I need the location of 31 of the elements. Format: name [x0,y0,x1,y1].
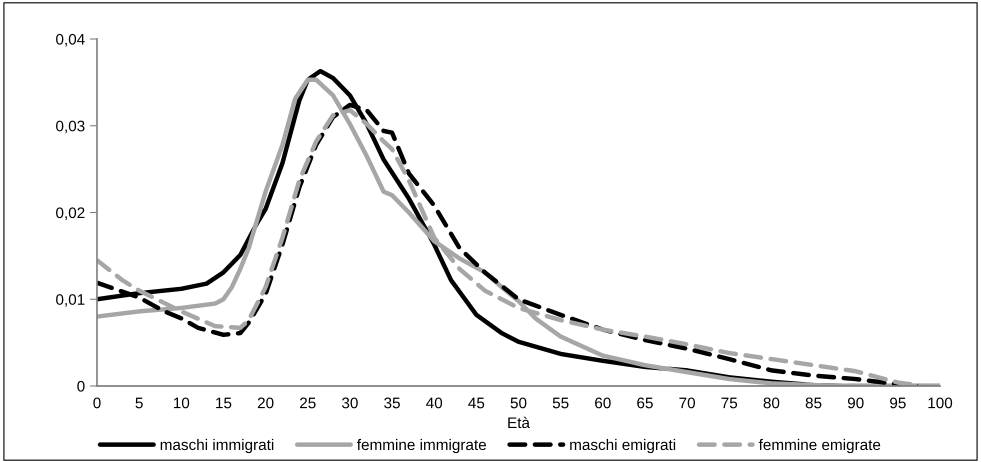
x-tick-label: 45 [468,398,484,408]
x-tick-label: 35 [384,398,400,408]
x-tick-label: 85 [806,398,822,408]
x-tick-label: 25 [300,398,316,408]
y-tick-label: 0,03 [56,120,85,134]
legend-label: femmine immigrate [357,438,486,454]
x-tick-label: 30 [342,398,358,408]
legend-label: maschi emigrati [570,438,676,454]
y-tick-label: 0,01 [56,294,84,307]
x-tick-label: 15 [216,398,232,408]
x-tick-label: 75 [722,398,738,408]
x-axis-title: Età [508,416,530,428]
y-tick-label: 0 [77,380,85,392]
x-tick-label: 10 [174,398,190,408]
x-tick-label: 90 [848,398,864,408]
x-tick-label: 65 [637,398,653,408]
legend-label: femmine emigrate [758,438,880,454]
legend-label: maschi immigrati [160,438,274,454]
x-tick-label: 55 [552,398,569,408]
x-tick-label: 40 [426,398,442,408]
x-tick-label: 5 [136,398,143,408]
x-tick-label: 95 [890,398,906,408]
x-tick-label: 70 [679,398,695,408]
x-tick-label: 60 [595,398,611,408]
x-tick-label: 0 [93,398,101,408]
y-tick-label: 0,02 [56,207,84,220]
x-tick-label: 100 [928,398,952,408]
x-tick-label: 80 [764,398,780,408]
x-tick-label: 20 [258,398,274,408]
y-tick-label: 0,04 [56,34,85,46]
x-tick-label: 50 [510,398,526,408]
